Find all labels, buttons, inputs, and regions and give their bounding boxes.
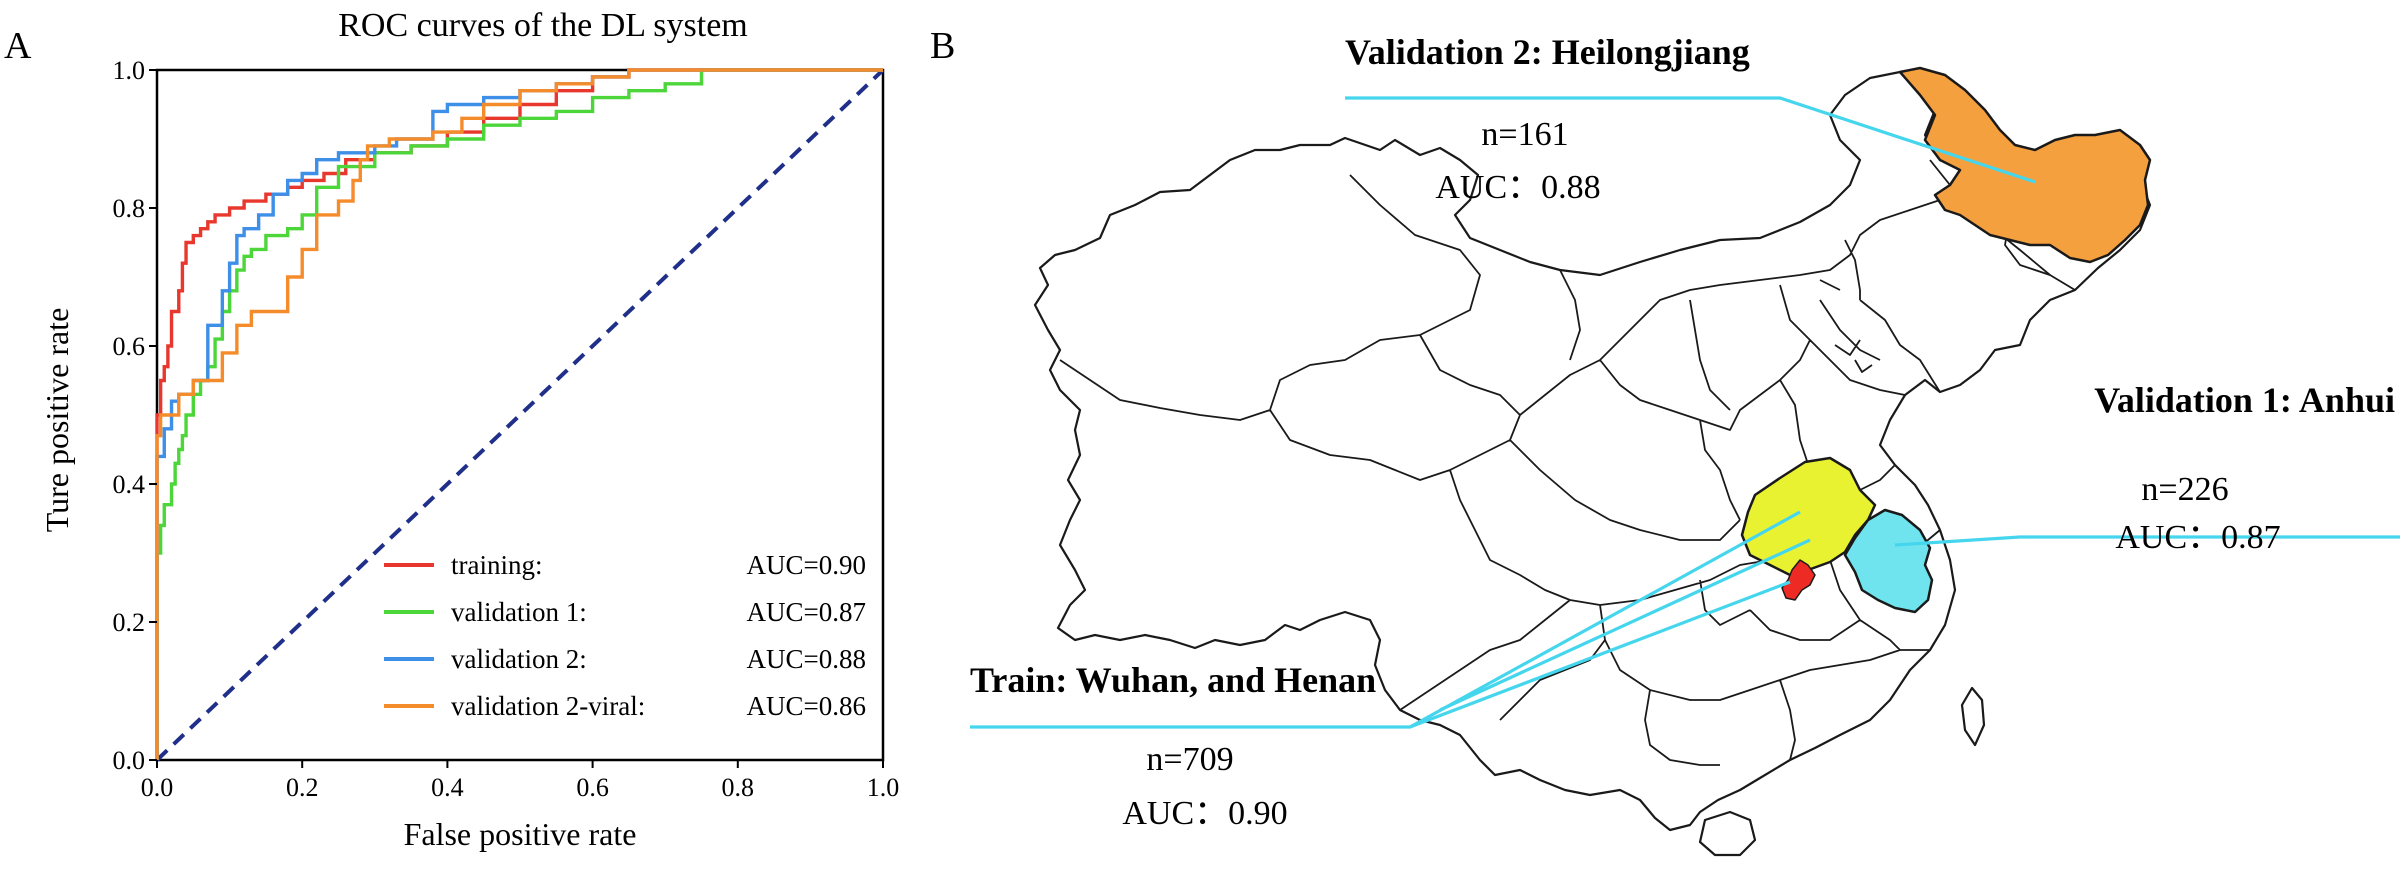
series-group	[155, 68, 883, 760]
y-tick-label: 1.0	[113, 56, 146, 85]
y-tick-label: 0.6	[113, 332, 146, 361]
series-line-1	[155, 68, 883, 760]
callout-title-heilongjiang: Validation 2: Heilongjiang	[1345, 32, 1750, 72]
y-tick-label: 0.0	[113, 746, 146, 775]
x-tick-label: 0.2	[286, 773, 319, 802]
legend: training: AUC=0.90 validation 1: AUC=0.87 va…	[384, 550, 866, 721]
legend-label-1: training:	[451, 550, 542, 580]
callout-line-anhui	[1894, 535, 2400, 547]
legend-auc-1: AUC=0.90	[747, 550, 866, 580]
x-axis-label: False positive rate	[404, 816, 637, 852]
legend-label-3: validation 2:	[451, 644, 587, 674]
legend-auc-2: AUC=0.87	[747, 597, 866, 627]
panel-label-a: A	[4, 25, 32, 67]
x-tick-group: 0.0 0.2 0.4 0.6 0.8 1.0	[141, 760, 900, 802]
reference-diagonal-line	[155, 68, 885, 762]
y-tick-label: 0.8	[113, 194, 146, 223]
series-line-4	[155, 68, 883, 760]
legend-auc-3: AUC=0.88	[747, 644, 866, 674]
y-tick-label: 0.2	[113, 608, 146, 637]
map-region-anhui	[1843, 508, 1934, 614]
callout-title-anhui: Validation 1: Anhui	[2094, 380, 2395, 420]
series-line-2	[155, 68, 883, 760]
x-tick-label: 0.6	[576, 773, 609, 802]
callout-line-train-wuhan	[1409, 580, 1791, 729]
callout-line-heilongjiang	[1345, 96, 2036, 184]
legend-label-2: validation 1:	[451, 597, 587, 627]
callout-auc-train: AUC：0.90	[1122, 795, 1287, 832]
y-tick-group: 0.0 0.2 0.4 0.6 0.8 1.0	[113, 56, 157, 775]
map-hainan-island	[1698, 810, 1757, 857]
map-region-heilongjiang	[1898, 66, 2152, 264]
callout-auc-anhui: AUC：0.87	[2115, 519, 2280, 556]
chart-title: ROC curves of the DL system	[338, 7, 748, 44]
callout-n-heilongjiang: n=161	[1481, 116, 1568, 153]
panel-label-b: B	[930, 25, 955, 67]
legend-label-4: validation 2-viral:	[451, 691, 645, 721]
legend-auc-4: AUC=0.86	[747, 691, 866, 721]
map-country-outline	[1033, 70, 2152, 832]
x-tick-label: 1.0	[867, 773, 900, 802]
callout-auc-heilongjiang: AUC：0.88	[1435, 169, 1600, 206]
roc-chart: 0.0 0.2 0.4 0.6 0.8 1.0 0.0 0.2 0.4 0.6 0.8 1.0 Fa…	[39, 56, 899, 852]
x-tick-label: 0.4	[431, 773, 464, 802]
map-region-henan	[1740, 456, 1877, 577]
x-tick-label: 0.0	[141, 773, 174, 802]
x-tick-label: 0.8	[722, 773, 755, 802]
y-tick-label: 0.4	[113, 470, 146, 499]
callout-n-train: n=709	[1146, 741, 1233, 778]
callout-lines	[970, 96, 2400, 729]
callout-title-train: Train: Wuhan, and Henan	[970, 660, 1376, 700]
map-taiwan-island	[1960, 686, 1986, 747]
callout-line-train-extra	[1439, 538, 1811, 712]
reference-line-group	[155, 68, 885, 762]
callout-n-anhui: n=226	[2141, 471, 2228, 508]
y-axis-label: Ture positive rate	[39, 308, 75, 533]
